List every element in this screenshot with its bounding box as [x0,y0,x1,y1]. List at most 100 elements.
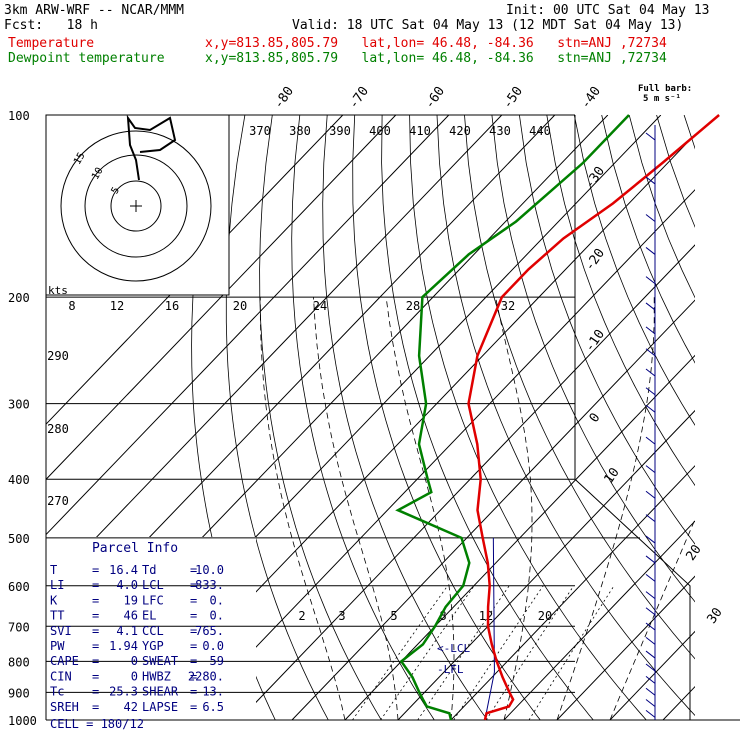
pressure-label: 100 [8,109,30,123]
hodograph-panel [45,114,230,296]
parcel-label: Td [142,563,156,577]
hodo-ring-label: 5 [110,185,123,196]
parcel-value: 25.3 [109,685,138,699]
parcel-value: 13. [202,685,224,699]
parcel-info-title: Parcel Info [92,541,178,556]
wind-barb [645,687,656,696]
theta-left-label: 280 [47,422,69,436]
parcel-label: TT [50,609,64,623]
dry-adiabat [519,115,695,545]
wind-barb [645,663,656,672]
pressure-label: 500 [8,532,30,546]
parcel-label: Tc [50,685,64,699]
theta-label: 370 [249,124,271,138]
dry-adiabat [712,115,740,720]
wind-barb [645,607,656,616]
forecast-hour: Fcst: 18 h [4,18,98,33]
parcel-eq: = [92,563,99,577]
parcel-eq: = [190,669,197,683]
isotherm-line [291,299,695,720]
parcel-value: 0. [210,609,224,623]
theta-label: 380 [289,124,311,138]
parcel-label: LI [50,578,64,592]
temperature-legend: Temperature [8,36,95,51]
isotherm-line [46,115,450,536]
parcel-label: CAPE [50,654,79,668]
isotherm-line [46,115,344,425]
wind-barb [645,404,656,413]
wind-barb [645,465,656,473]
pressure-label: 300 [8,398,30,412]
hodograph-ring [60,130,212,282]
parcel-eq: = [190,578,197,592]
parcel-eq: = [190,609,197,623]
isotherm-label: -60 [422,84,448,112]
isotherm-line [556,575,695,720]
hodo-speed-label: 16 [165,299,179,313]
isotherm-line [238,244,695,720]
dry-adiabat [352,115,541,720]
parcel-value: 46 [124,609,138,623]
wind-barb [645,555,656,564]
hodo-speed-label: 8 [68,299,75,313]
wind-barb [645,436,656,445]
wind-barb [645,326,656,335]
parcel-label: LCL [142,578,164,592]
hodo-ring-label: 10 [90,166,106,182]
parcel-value: 0 [131,669,138,683]
isotherm-label: -70 [346,84,372,112]
theta-label: 400 [369,124,391,138]
parcel-eq: = [92,685,99,699]
wind-barb [645,535,656,544]
wind-barb [645,348,656,357]
dewpoint-legend: Dewpoint temperature [8,51,165,66]
dry-adiabat [225,115,329,720]
hodo-speed-label: 12 [110,299,124,313]
hodo-speed-label: 20 [233,299,247,313]
mixing-ratio-line [352,585,448,720]
dry-adiabat [322,115,488,720]
parcel-label: SVI [50,624,72,638]
pressure-label: 600 [8,580,30,594]
theta-label: 410 [409,124,431,138]
parcel-eq: = [190,593,197,607]
parcel-value: 833. [195,578,224,592]
theta-label: 390 [329,124,351,138]
dewpoint-location: x,y=813.85,805.79 lat,lon= 46.48, -84.36… [205,51,667,66]
parcel-eq: = [92,593,99,607]
parcel-value: 1.94 [109,639,138,653]
frame-right-lower [574,478,691,720]
theta-label: 430 [489,124,511,138]
parcel-value: 765. [195,624,224,638]
wind-barb [645,132,656,141]
hodo-units: kts [48,284,68,297]
dry-adiabat [291,115,435,720]
hodograph-trace [126,114,177,181]
lcl-label: <-LCL [437,642,470,655]
isotherm-line [503,520,695,720]
parcel-label: LFC [142,593,164,607]
barb-title: Full barb: [638,84,693,94]
parcel-cell: CELL = 180/12 [50,717,144,731]
parcel-eq: = [92,669,99,683]
parcel-value: 0 [131,654,138,668]
dry-adiabat [409,115,647,720]
wind-barb [645,214,656,222]
parcel-label: K [50,593,58,607]
parcel-label: PW [50,639,65,653]
parcel-label: LAPSE [142,700,178,714]
pressure-label: 700 [8,620,30,634]
mixing-ratio-label: 20 [538,609,552,623]
wind-barb [645,276,656,285]
pressure-label: 1000 [8,714,37,728]
parcel-label: SREH [50,700,79,714]
wind-barb [645,637,656,645]
parcel-label: CCL [142,624,164,638]
wind-barb [645,514,656,523]
pressure-label: 900 [8,686,30,700]
wind-barb [645,622,656,631]
hodo-speed-label: 32 [501,299,515,313]
isotherm-line [397,409,695,720]
mixing-ratio-label: 8 [439,609,446,623]
isotherm-line [46,115,397,481]
